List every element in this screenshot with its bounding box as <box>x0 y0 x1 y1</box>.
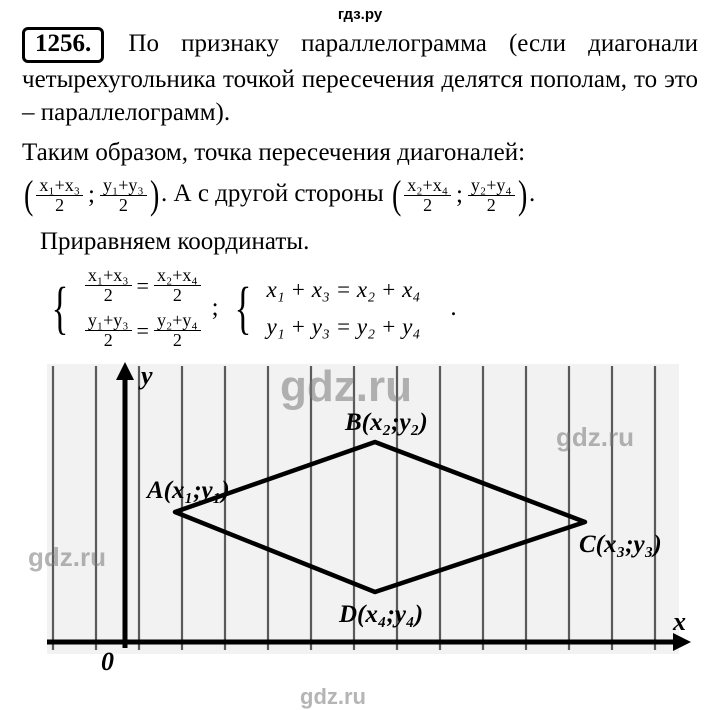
main-content: 1256. По признаку параллелограмма (если … <box>0 27 720 350</box>
svg-text:0: 0 <box>101 647 114 676</box>
svg-text:D(x₄;y₄): D(x₄;y₄) <box>338 601 423 628</box>
paragraph-3: Приравняем координаты. <box>22 225 698 259</box>
graph-svg: y x 0 A(x₁;y₁) B(x₂;y₂) C(x₃;y₃) D(x₄;y₄) <box>25 362 695 682</box>
brace-2: { <box>234 282 251 334</box>
svg-text:C(x₃;y₃): C(x₃;y₃) <box>579 531 662 558</box>
midpoint-1: ( x₁+x₃2 ; y₁+y₃2 ) <box>22 176 161 215</box>
site-header: гдз.ру <box>0 0 720 27</box>
watermark-4: gdz.ru <box>300 684 366 710</box>
svg-text:x: x <box>672 607 686 636</box>
coordinate-graph: y x 0 A(x₁;y₁) B(x₂;y₂) C(x₃;y₃) D(x₄;y₄) <box>25 362 695 682</box>
system-separator: ; <box>212 291 219 325</box>
system-1-body: x₁+x₃2 = x₂+x₄2 y₁+y₃2 = y₂+y₄2 <box>84 266 202 350</box>
para1-text: По признаку параллелограмма (если диаго­… <box>22 30 698 126</box>
equation-system: { x₁+x₃2 = x₂+x₄2 y₁+y₃2 = y₂+y₄2 ; { x₁… <box>46 266 698 350</box>
svg-text:B(x₂;y₂): B(x₂;y₂) <box>344 409 428 436</box>
svg-text:y: y <box>138 362 153 390</box>
system-2-body: x₁ + x₃ = x₂ + x₄ y₁ + y₃ = y₂ + y₄ <box>266 274 420 342</box>
paragraph-1: 1256. По признаку параллелограмма (если … <box>22 27 698 130</box>
formula-line: ( x₁+x₃2 ; y₁+y₃2 ) . А с другой стороны… <box>22 176 698 215</box>
midpoint-2: ( x₂+x₄2 ; y₂+y₄2 ) <box>390 176 529 215</box>
paragraph-2: Таким образом, точка пересечения диагона… <box>22 136 698 170</box>
mid-text: . А с другой стороны <box>161 180 390 207</box>
end-dot: . <box>529 180 535 207</box>
problem-number-badge: 1256. <box>22 27 104 63</box>
svg-text:A(x₁;y₁): A(x₁;y₁) <box>145 477 230 504</box>
brace-1: { <box>52 282 69 334</box>
